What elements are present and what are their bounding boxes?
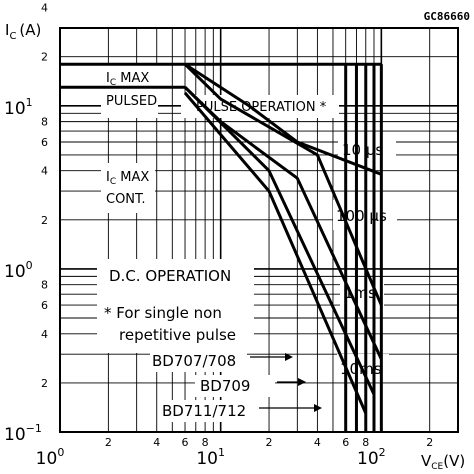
label-100us: 100 µs (336, 207, 387, 225)
label-bd709: BD709 (200, 377, 250, 395)
series-line-4 (183, 91, 368, 414)
annotations: IC MAX PULSED PULSE OPERATION * IC MAX C… (104, 71, 387, 420)
label-note-1: * For single non (104, 304, 222, 322)
label-note-2: repetitive pulse (119, 326, 236, 344)
label-dc-operation: D.C. OPERATION (109, 267, 231, 285)
label-pulse-operation: PULSE OPERATION * (196, 100, 327, 115)
y-tick-major-1: 100 (4, 259, 33, 282)
x-tick-minor-8: 2 (426, 436, 433, 449)
x-tick-minor-5: 4 (314, 436, 321, 449)
box-pulse-operation (181, 95, 339, 118)
y-tick-minor-2: 6 (41, 299, 48, 312)
box-ic-pulsed (101, 64, 158, 118)
label-ic-cont-2: CONT. (106, 192, 146, 207)
x-tick-major-0: 100 (36, 446, 65, 469)
y-tick-major-2: 101 (4, 96, 33, 119)
label-ic-pulsed-1: IC MAX (106, 71, 149, 88)
series-line-0 (184, 62, 382, 176)
arrow-bd707-head (285, 353, 293, 361)
series-line-1 (183, 63, 383, 306)
y-tick-minor-4: 2 (41, 214, 48, 227)
x-tick-major-2: 102 (357, 446, 386, 469)
x-tick-minor-1: 4 (153, 436, 160, 449)
x-tick-minor-7: 8 (362, 436, 369, 449)
x-tick-minor-0: 2 (105, 436, 112, 449)
y-tick-minor-6: 6 (41, 136, 48, 149)
x-tick-minor-6: 6 (342, 436, 349, 449)
curves (60, 62, 383, 432)
label-bd711: BD711/712 (162, 402, 246, 420)
label-10ms: 10ms (340, 360, 382, 378)
label-bd707: BD707/708 (152, 352, 236, 370)
label-ic-cont-1: IC MAX (106, 170, 149, 187)
series-line-3 (183, 86, 376, 396)
box-dc-operation (97, 259, 254, 353)
box-bd707 (150, 350, 247, 372)
y-tick-minor-5: 4 (41, 165, 48, 178)
y-tick-major-0: 10−1 (4, 422, 42, 445)
label-10us: 10 µs (342, 141, 383, 159)
y-tick-minor-3: 8 (41, 279, 48, 292)
y-tick-minor-1: 4 (41, 328, 48, 341)
y-tick-minor-8: 2 (41, 51, 48, 64)
box-bd709 (195, 375, 275, 397)
y-tick-minor-9: 4 (41, 2, 48, 15)
box-ic-cont (101, 163, 155, 213)
x-tick-minor-2: 6 (182, 436, 189, 449)
x-tick-major-1: 101 (196, 446, 225, 469)
x-tick-minor-4: 2 (266, 436, 273, 449)
y-tick-minor-7: 8 (41, 116, 48, 129)
plot-frame (59, 27, 459, 433)
label-ic-pulsed-2: PULSED (106, 94, 157, 109)
y-axis-label: IC (A) (5, 21, 41, 42)
x-axis-label: VCE(V) (421, 452, 465, 472)
arrow-bd711-head (314, 404, 322, 412)
y-tick-minor-0: 2 (41, 377, 48, 390)
box-bd711 (160, 400, 257, 422)
x-tick-minor-3: 8 (202, 436, 209, 449)
arrows (250, 353, 322, 412)
figure-code: GC86660 (424, 10, 470, 23)
label-1ms: 1ms (344, 284, 376, 302)
arrow-bd709-head (298, 378, 306, 386)
